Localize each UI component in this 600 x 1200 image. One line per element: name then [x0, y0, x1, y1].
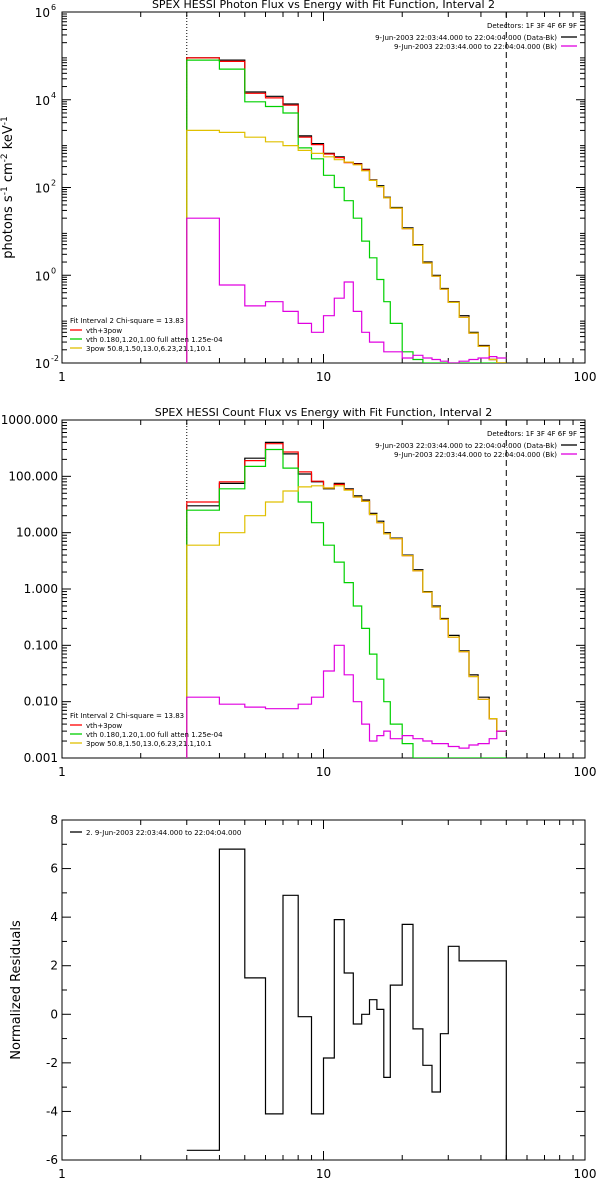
legend-label: vth+3pow: [86, 722, 122, 730]
legend-label: 9-Jun-2003 22:03:44.000 to 22:04:04.000 …: [394, 43, 557, 51]
plot-area: [186, 441, 507, 758]
x-tick-label: 100: [574, 1167, 597, 1181]
y-tick-label: 10: [35, 269, 50, 283]
y-tick-label: 100.000: [8, 469, 58, 483]
legend-header: Detectors: 1F 3F 4F 6F 9F: [487, 430, 577, 438]
y-axis-label: Normalized Residuals: [9, 920, 24, 1060]
legend-label: 3pow 50.8,1.50,13.0,6.23,21.1,10.1: [86, 740, 212, 748]
series-3-line: [186, 59, 507, 363]
series-4-line: [186, 485, 507, 758]
y-tick-label: -6: [46, 1153, 58, 1167]
y-tick-exponent: -2: [51, 354, 59, 363]
y-tick-label: 0: [50, 1007, 58, 1021]
legend-header: Fit Interval 2 Chi-square = 13.83: [70, 317, 184, 325]
y-tick-label: 10.000: [16, 526, 58, 540]
legend-label: vth 0.180,1.20,1.00 full atten 1.25e-04: [86, 336, 223, 344]
x-tick-label: 1: [58, 765, 66, 779]
y-tick-label: -4: [46, 1104, 58, 1118]
chart-2: SPEX HESSI Count Flux vs Energy with Fit…: [1, 406, 597, 779]
y-tick-exponent: 6: [51, 3, 56, 12]
y-tick-label: 1000.000: [1, 413, 58, 427]
series-4-line: [186, 129, 507, 363]
legend-label: 9-Jun-2003 22:03:44.000 to 22:04:04.000 …: [375, 34, 557, 42]
y-tick-label: 0.010: [24, 695, 58, 709]
legend: 2. 9-Jun-2003 22:03:44.000 to 22:04:04.0…: [70, 829, 241, 837]
plot-area: [186, 848, 507, 1160]
x-tick-label: 100: [574, 370, 597, 384]
y-axis-label: photons s-1 cm-2 keV-1: [0, 116, 16, 258]
legend-bottom: Fit Interval 2 Chi-square = 13.83 vth+3po…: [70, 317, 223, 353]
legend-label: 3pow 50.8,1.50,13.0,6.23,21.1,10.1: [86, 345, 212, 353]
y-tick-exponent: 2: [51, 179, 56, 188]
y-tick-label: 2: [50, 959, 58, 973]
legend-top: Detectors: 1F 3F 4F 6F 9F 9-Jun-2003 22:0…: [375, 430, 577, 459]
y-tick-label: -2: [46, 1056, 58, 1070]
plot-area: [186, 57, 507, 363]
y-tick-label: 4: [50, 910, 58, 924]
legend-label: vth+3pow: [86, 327, 122, 335]
y-tick-label: 10: [35, 182, 50, 196]
y-tick-label: 8: [50, 813, 58, 827]
y-tick-label: 6: [50, 862, 58, 876]
legend-header: Detectors: 1F 3F 4F 6F 9F: [487, 22, 577, 30]
legend-bottom: Fit Interval 2 Chi-square = 13.83 vth+3po…: [70, 712, 223, 748]
x-tick-label: 10: [316, 370, 331, 384]
legend-label: 9-Jun-2003 22:03:44.000 to 22:04:04.000 …: [394, 451, 557, 459]
series-5-line: [186, 644, 507, 758]
x-tick-label: 10: [316, 1167, 331, 1181]
series-1-line: [186, 57, 507, 363]
series-2-line: [186, 57, 507, 363]
y-tick-exponent: 0: [51, 266, 56, 275]
y-tick-label: 10: [35, 357, 50, 371]
legend-top: Detectors: 1F 3F 4F 6F 9F 9-Jun-2003 22:0…: [375, 22, 577, 51]
legend-label: 9-Jun-2003 22:03:44.000 to 22:04:04.000 …: [375, 442, 557, 450]
legend-label: vth 0.180,1.20,1.00 full atten 1.25e-04: [86, 731, 223, 739]
y-tick-label: 0.001: [24, 751, 58, 765]
y-tick-label: 10: [35, 6, 50, 20]
chart-1: SPEX HESSI Photon Flux vs Energy with Fi…: [0, 0, 596, 384]
series-2-line: [186, 443, 507, 758]
x-tick-label: 1: [58, 1167, 66, 1181]
y-tick-label: 1.000: [24, 582, 58, 596]
x-tick-label: 10: [316, 765, 331, 779]
chart-title: SPEX HESSI Count Flux vs Energy with Fit…: [155, 406, 492, 419]
chart-title: SPEX HESSI Photon Flux vs Energy with Fi…: [152, 0, 495, 11]
y-tick-label: 0.100: [24, 638, 58, 652]
y-tick-exponent: 4: [51, 91, 56, 100]
series-3-line: [186, 448, 507, 758]
series-1-line: [186, 848, 507, 1160]
x-tick-label: 100: [574, 765, 597, 779]
legend-header: Fit Interval 2 Chi-square = 13.83: [70, 712, 184, 720]
x-tick-label: 1: [58, 370, 66, 384]
legend-label: 2. 9-Jun-2003 22:03:44.000 to 22:04:04.0…: [86, 829, 241, 837]
series-5-line: [186, 217, 507, 363]
y-tick-label: 10: [35, 94, 50, 108]
chart-3: 1 10 100 -6 -4 -2 0 2 4 6 8 Normalized Residuals 2. …: [9, 813, 596, 1181]
